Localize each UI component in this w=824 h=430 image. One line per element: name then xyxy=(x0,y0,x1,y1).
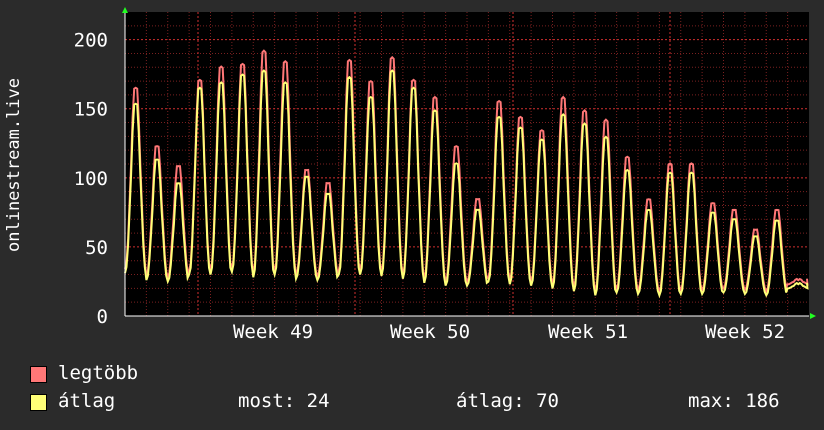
stat-current: most: 24 xyxy=(238,390,330,412)
y-axis-title: onlinestream.live xyxy=(4,78,24,252)
series-line-atlag xyxy=(124,69,809,299)
x-tick-label: Week 52 xyxy=(705,321,785,343)
y-tick-label: 150 xyxy=(74,99,108,121)
stat-maximum: max: 186 xyxy=(688,390,780,412)
y-tick-label: 0 xyxy=(97,306,108,328)
stat-average: átlag: 70 xyxy=(456,390,559,412)
legend-label-avg: átlag xyxy=(58,390,116,412)
y-tick-label: 200 xyxy=(74,30,108,52)
y-tick-label: 100 xyxy=(74,168,108,190)
x-tick-label: Week 49 xyxy=(233,321,313,343)
legend-swatch-max xyxy=(30,366,47,383)
y-tick-label: 50 xyxy=(85,237,108,259)
x-axis-arrow xyxy=(810,313,816,319)
legend-label-max: legtöbb xyxy=(58,362,139,384)
x-tick-label: Week 51 xyxy=(548,321,628,343)
legend-swatch-avg xyxy=(30,394,47,411)
x-tick-label: Week 50 xyxy=(390,321,470,343)
y-axis-arrow xyxy=(122,7,128,13)
y-axis-title-wrap: onlinestream.live xyxy=(0,0,30,290)
